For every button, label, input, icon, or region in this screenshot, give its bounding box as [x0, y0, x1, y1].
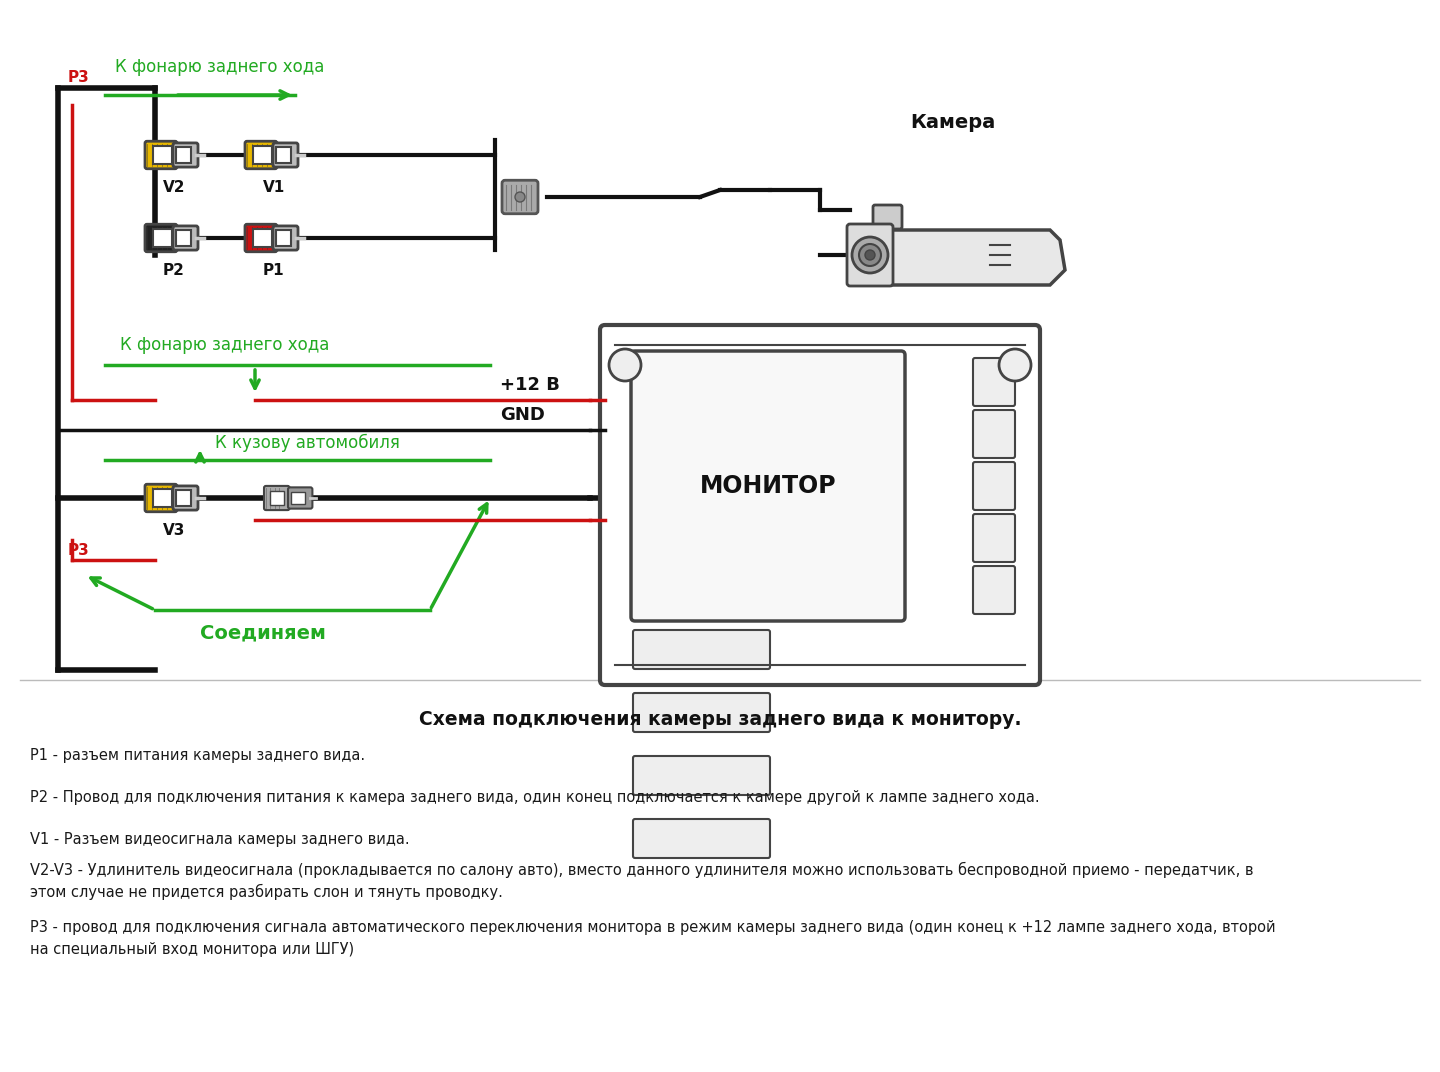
FancyBboxPatch shape	[245, 142, 276, 168]
FancyBboxPatch shape	[145, 224, 177, 252]
FancyBboxPatch shape	[634, 819, 770, 858]
FancyBboxPatch shape	[634, 756, 770, 795]
FancyBboxPatch shape	[634, 630, 770, 669]
Text: GND: GND	[500, 406, 544, 425]
FancyBboxPatch shape	[176, 490, 192, 506]
Circle shape	[852, 237, 888, 273]
FancyBboxPatch shape	[173, 226, 199, 250]
FancyBboxPatch shape	[176, 147, 192, 163]
Circle shape	[865, 250, 876, 260]
FancyBboxPatch shape	[173, 143, 199, 167]
FancyBboxPatch shape	[274, 226, 298, 250]
Polygon shape	[876, 230, 1066, 285]
FancyBboxPatch shape	[153, 146, 171, 164]
FancyBboxPatch shape	[503, 180, 539, 213]
Text: на специальный вход монитора или ШГУ): на специальный вход монитора или ШГУ)	[30, 942, 354, 957]
FancyBboxPatch shape	[245, 224, 276, 252]
FancyBboxPatch shape	[253, 146, 272, 164]
Text: этом случае не придется разбирать слон и тянуть проводку.: этом случае не придется разбирать слон и…	[30, 884, 503, 900]
Text: +12 В: +12 В	[500, 376, 560, 394]
FancyBboxPatch shape	[847, 224, 893, 286]
Text: Камера: Камера	[910, 113, 995, 132]
FancyBboxPatch shape	[276, 147, 291, 163]
Text: V1: V1	[264, 180, 285, 195]
Text: Р2 - Провод для подключения питания к камера заднего вида, один конец подключает: Р2 - Провод для подключения питания к ка…	[30, 790, 1040, 805]
FancyBboxPatch shape	[973, 462, 1015, 510]
FancyBboxPatch shape	[145, 142, 177, 168]
FancyBboxPatch shape	[276, 230, 291, 245]
Text: МОНИТОР: МОНИТОР	[700, 474, 837, 498]
Text: К кузову автомобиля: К кузову автомобиля	[215, 434, 400, 452]
FancyBboxPatch shape	[973, 358, 1015, 406]
Circle shape	[860, 244, 881, 266]
Text: V3: V3	[163, 523, 186, 538]
Text: V1 - Разъем видеосигнала камеры заднего вида.: V1 - Разъем видеосигнала камеры заднего …	[30, 832, 409, 847]
FancyBboxPatch shape	[176, 230, 192, 245]
FancyBboxPatch shape	[873, 205, 901, 229]
Text: Р3: Р3	[68, 70, 89, 85]
FancyBboxPatch shape	[253, 229, 272, 247]
Text: Р3 - провод для подключения сигнала автоматического переключения монитора в режи: Р3 - провод для подключения сигнала авто…	[30, 920, 1276, 935]
FancyBboxPatch shape	[288, 488, 312, 508]
Text: Р2: Р2	[163, 263, 184, 278]
Circle shape	[999, 349, 1031, 381]
Text: Схема подключения камеры заднего вида к монитору.: Схема подключения камеры заднего вида к …	[419, 710, 1021, 729]
FancyBboxPatch shape	[153, 489, 171, 507]
FancyBboxPatch shape	[269, 491, 284, 505]
FancyBboxPatch shape	[291, 492, 305, 504]
FancyBboxPatch shape	[631, 351, 904, 621]
Text: Р1: Р1	[264, 263, 285, 278]
FancyBboxPatch shape	[634, 693, 770, 732]
FancyBboxPatch shape	[264, 486, 289, 510]
Text: Р3: Р3	[68, 544, 89, 559]
FancyBboxPatch shape	[274, 143, 298, 167]
Text: V2-V3 - Удлинитель видеосигнала (прокладывается по салону авто), вместо данного : V2-V3 - Удлинитель видеосигнала (проклад…	[30, 862, 1253, 878]
Circle shape	[516, 192, 526, 202]
FancyBboxPatch shape	[153, 229, 171, 247]
Circle shape	[609, 349, 641, 381]
Text: Соединяем: Соединяем	[200, 623, 325, 642]
Text: К фонарю заднего хода: К фонарю заднего хода	[120, 336, 330, 354]
FancyBboxPatch shape	[145, 485, 177, 511]
FancyBboxPatch shape	[973, 410, 1015, 458]
Text: V2: V2	[163, 180, 186, 195]
FancyBboxPatch shape	[973, 566, 1015, 614]
Text: Р1 - разъем питания камеры заднего вида.: Р1 - разъем питания камеры заднего вида.	[30, 748, 366, 763]
FancyBboxPatch shape	[173, 486, 199, 510]
FancyBboxPatch shape	[600, 325, 1040, 685]
Text: К фонарю заднего хода: К фонарю заднего хода	[115, 58, 324, 76]
FancyBboxPatch shape	[973, 513, 1015, 562]
